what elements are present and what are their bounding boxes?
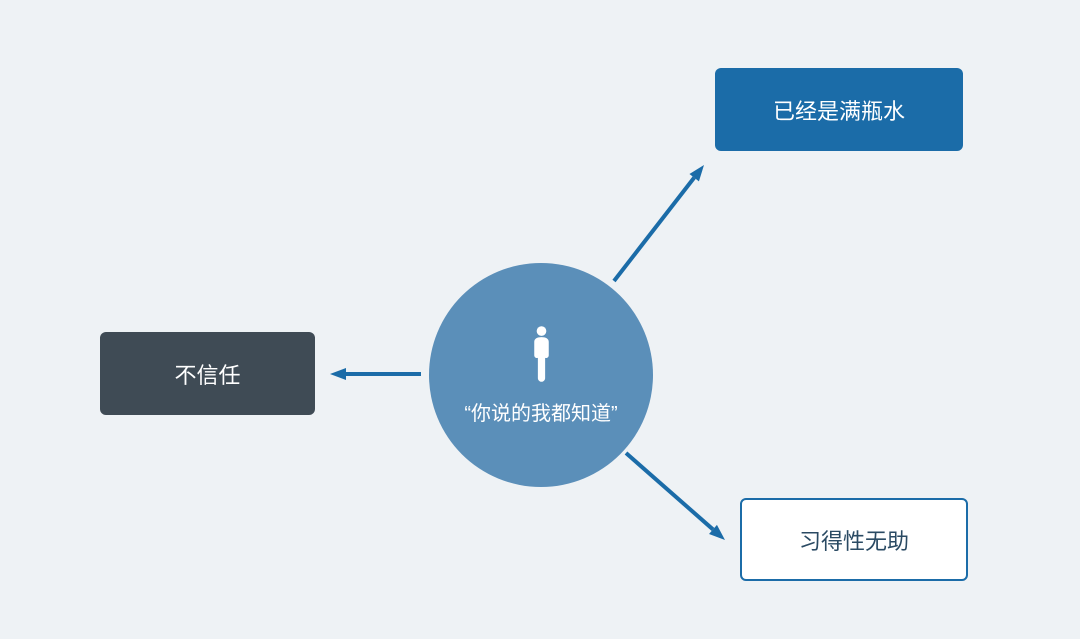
node-full-bottle-label: 已经是满瓶水: [773, 94, 905, 126]
edge-to-full-bottle: [614, 178, 694, 281]
center-label: “你说的我都知道”: [464, 397, 617, 426]
node-distrust-label: 不信任: [174, 358, 240, 390]
node-full-bottle: 已经是满瓶水: [715, 68, 963, 151]
edge-to-learned-helpless: [626, 453, 713, 529]
arrowhead-to-distrust: [330, 368, 346, 380]
center-node: “你说的我都知道”: [429, 263, 653, 487]
arrowhead-to-learned-helpless: [709, 525, 725, 540]
node-distrust: 不信任: [100, 332, 315, 415]
diagram-stage: “你说的我都知道” 不信任 已经是满瓶水 习得性无助: [0, 0, 1080, 639]
arrowhead-to-full-bottle: [689, 165, 704, 181]
node-learned-helpless-label: 习得性无助: [799, 524, 909, 556]
person-icon: [527, 325, 556, 383]
node-learned-helpless: 习得性无助: [740, 498, 968, 581]
